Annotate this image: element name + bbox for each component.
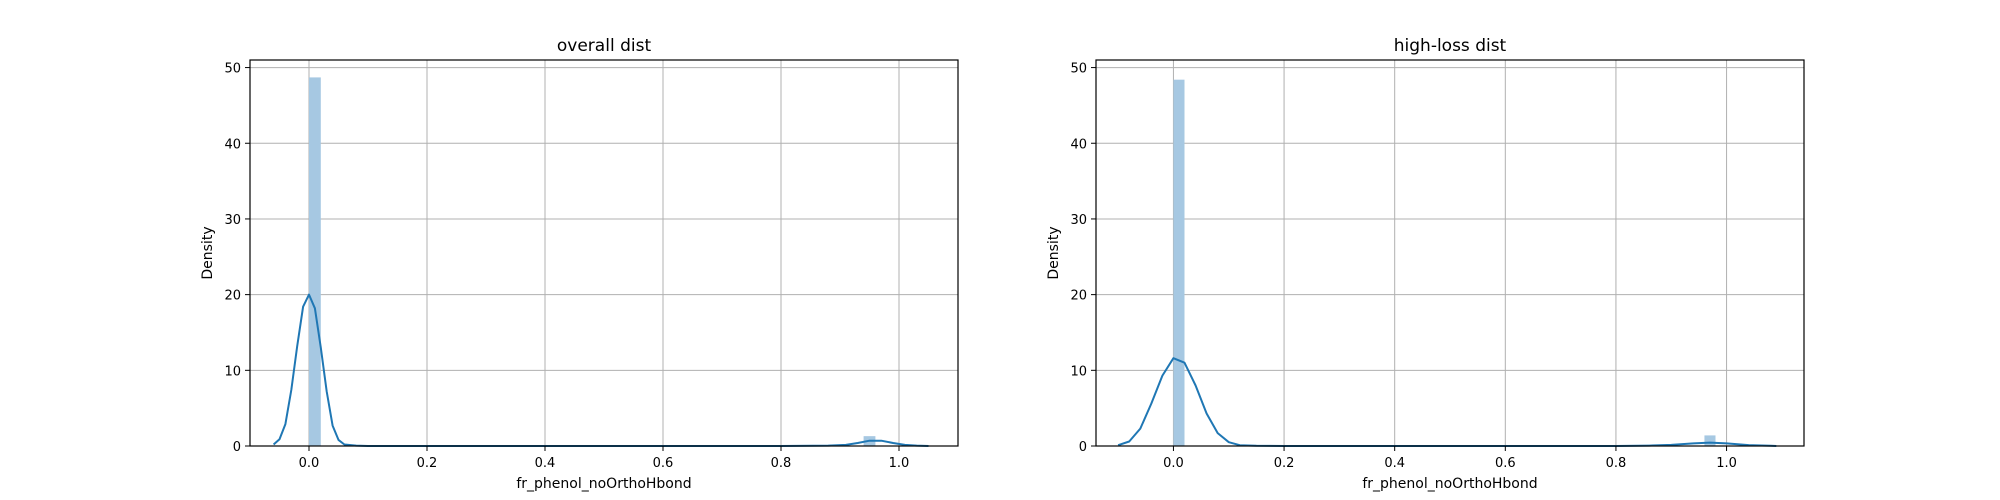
y-tick-label: 30 (1070, 213, 1087, 228)
histogram-bar (1173, 79, 1185, 446)
x-tick-label: 0.2 (417, 456, 438, 471)
plot-frame (249, 59, 959, 447)
y-tick-label: 0 (1079, 440, 1087, 455)
grid-lines (1096, 60, 1804, 447)
kde-curve (1117, 357, 1777, 447)
high-loss-dist-panel: 0.0 0.2 0.4 0.6 0.8 1.0 0 10 20 30 40 50 high-loss… (1046, 36, 1805, 492)
y-axis-ticks: 0 10 20 30 40 50 (224, 62, 250, 455)
y-axis-label: Density (200, 226, 216, 279)
y-tick-label: 0 (233, 440, 241, 455)
plot-frame (1095, 59, 1805, 447)
x-tick-label: 0.6 (1495, 456, 1516, 471)
y-tick-label: 40 (1070, 137, 1087, 152)
x-axis-ticks: 0.0 0.2 0.4 0.6 0.8 1.0 (299, 446, 910, 471)
grid-lines (250, 60, 958, 447)
y-axis-ticks: 0 10 20 30 40 50 (1070, 62, 1096, 455)
chart-title: overall dist (557, 36, 652, 56)
histogram-bar (1704, 435, 1716, 446)
x-tick-label: 0.0 (299, 456, 320, 471)
x-axis-label: fr_phenol_noOrthoHbond (516, 476, 691, 492)
histogram-bars (1173, 79, 1716, 446)
y-axis-label: Density (1046, 226, 1062, 279)
histogram-bars (309, 77, 876, 447)
y-tick-label: 50 (224, 62, 241, 77)
x-tick-label: 0.8 (771, 456, 792, 471)
x-tick-label: 0.2 (1274, 456, 1295, 471)
kde-line (1117, 357, 1777, 447)
y-tick-label: 10 (224, 364, 241, 379)
x-tick-label: 1.0 (1716, 456, 1737, 471)
y-tick-label: 40 (224, 137, 241, 152)
y-tick-label: 30 (224, 213, 241, 228)
x-tick-label: 1.0 (889, 456, 910, 471)
x-axis-label: fr_phenol_noOrthoHbond (1362, 476, 1537, 492)
y-tick-label: 50 (1070, 62, 1087, 77)
y-tick-label: 20 (1070, 289, 1087, 304)
overall-dist-panel: 0.0 0.2 0.4 0.6 0.8 1.0 0 10 20 30 40 50 overall d… (200, 36, 959, 492)
x-tick-label: 0.6 (653, 456, 674, 471)
y-tick-label: 20 (224, 289, 241, 304)
histogram-bar (309, 77, 321, 447)
x-tick-label: 0.4 (1384, 456, 1405, 471)
x-tick-label: 0.0 (1163, 456, 1184, 471)
x-tick-label: 0.8 (1606, 456, 1627, 471)
x-tick-label: 0.4 (535, 456, 556, 471)
chart-title: high-loss dist (1394, 36, 1507, 56)
y-tick-label: 10 (1070, 364, 1087, 379)
x-axis-ticks: 0.0 0.2 0.4 0.6 0.8 1.0 (1163, 446, 1737, 471)
